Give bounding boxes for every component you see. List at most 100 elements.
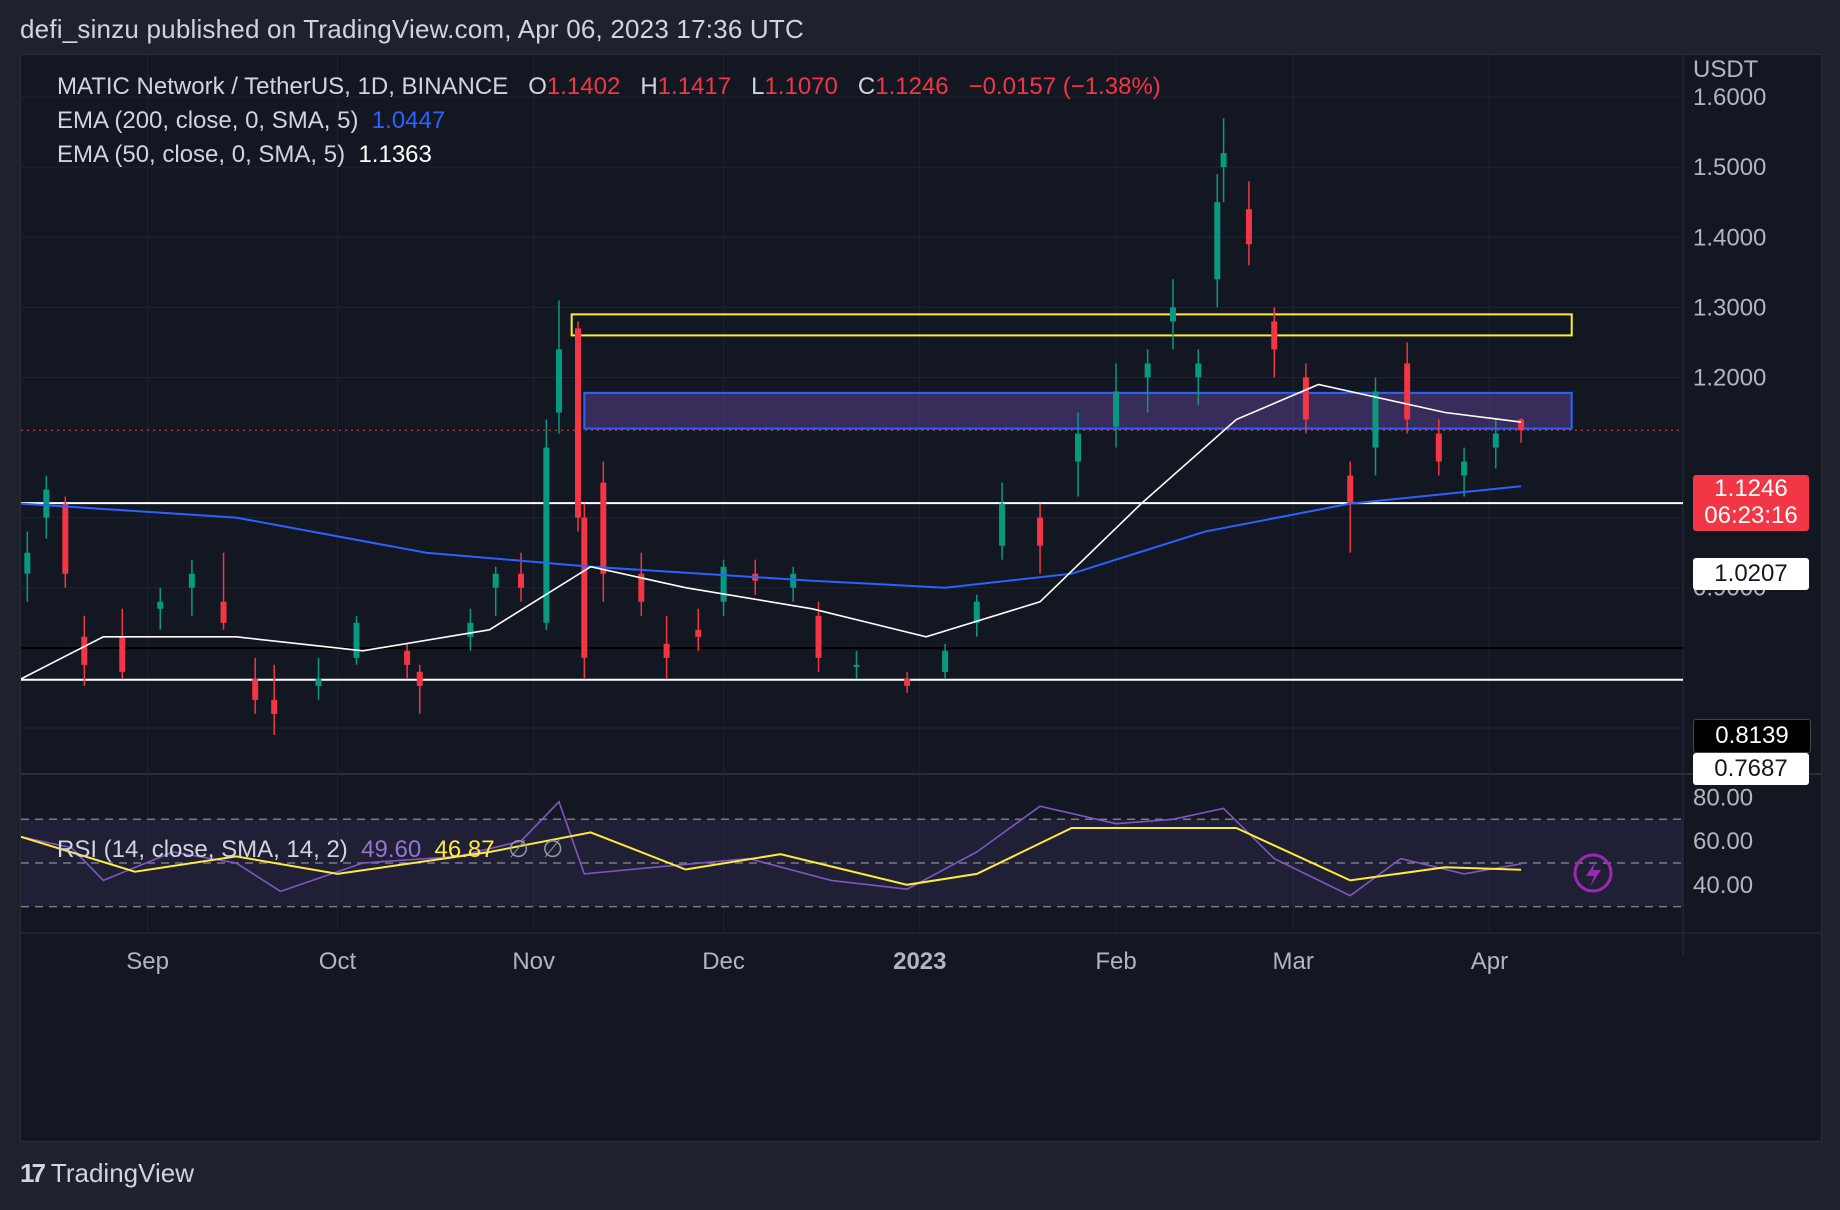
rsi-label: RSI (14, close, SMA, 14, 2) (57, 836, 348, 863)
lightning-bolt-icon (1586, 861, 1601, 887)
high-label: H (640, 73, 658, 100)
ema200-label: EMA (200, close, 0, SMA, 5) (57, 107, 359, 134)
candle-body (695, 629, 702, 637)
candle-body (720, 566, 727, 602)
time-tick-label: Mar (1273, 948, 1314, 975)
high-value: 1.1417 (657, 73, 732, 100)
candle-body (271, 699, 278, 714)
tradingview-mark-icon: 17 (20, 1158, 46, 1188)
candle-body (220, 601, 227, 623)
candle-body (24, 552, 31, 574)
candle-body (404, 650, 411, 665)
candle-body (1037, 517, 1044, 546)
candle-body (62, 503, 69, 574)
candle-body (1347, 475, 1354, 504)
candle-body (543, 447, 550, 623)
rsi-tick-label: 60.00 (1693, 828, 1753, 855)
candle-body (581, 517, 588, 658)
low-value: 1.1070 (764, 73, 838, 100)
candle-body (999, 503, 1006, 546)
candle-body (518, 573, 525, 588)
price-tick-label: 1.2000 (1693, 364, 1766, 391)
close-label: C (857, 73, 876, 100)
rsi-ma-line (21, 827, 1522, 886)
ema50-label: EMA (50, close, 0, SMA, 5) (57, 141, 346, 168)
tradingview-logo[interactable]: 17 TradingView (20, 1158, 194, 1189)
time-tick-label: Sep (126, 948, 169, 975)
candle-body (790, 573, 797, 588)
ema200-value: 1.0447 (371, 107, 446, 134)
countdown-value: 06:23:16 (1704, 502, 1798, 529)
candle-body (467, 622, 474, 637)
candle-body (556, 349, 563, 413)
time-tick-label: 2023 (893, 948, 946, 975)
level-label-1: 1.0207 (1693, 558, 1809, 590)
candle-body (1461, 461, 1468, 476)
candle-body (1169, 307, 1176, 322)
candle-body (315, 678, 322, 686)
candle-body (1075, 433, 1082, 462)
open-label: O (528, 73, 547, 100)
candle-body (416, 671, 423, 686)
candle-body (119, 636, 126, 672)
candle-body (973, 601, 980, 623)
candle-body (1404, 363, 1411, 420)
candle-body (1271, 321, 1278, 350)
candle-body (81, 636, 88, 665)
candle-body (815, 615, 822, 658)
ema200-line (21, 485, 1522, 589)
change-value: −0.0157 (−1.38%) (968, 73, 1161, 100)
level-label-3: 0.7687 (1693, 753, 1809, 785)
candle-body (904, 678, 911, 686)
price-tick-label: 1.4000 (1693, 224, 1766, 251)
candle-body (157, 601, 164, 609)
price-tick-label: 1.5000 (1693, 154, 1766, 181)
candle-body (1113, 391, 1120, 427)
price-chart[interactable]: 1.60001.50001.40001.30001.20001.00000.90… (21, 55, 1821, 1141)
candle-body (188, 573, 195, 588)
candle-body (43, 489, 50, 518)
candle-body (1302, 377, 1309, 420)
candle-body (1245, 209, 1252, 245)
rsi-tick-label: 80.00 (1693, 784, 1753, 811)
publisher-title: defi_sinzu published on TradingView.com,… (20, 14, 804, 44)
candle-body (492, 573, 499, 588)
close-value: 1.1246 (875, 73, 949, 100)
candle-body (1195, 363, 1202, 378)
chart-panel[interactable]: 1.60001.50001.40001.30001.20001.00000.90… (20, 54, 1822, 1142)
candle-body (1214, 202, 1221, 280)
rsi-value: 49.60 (361, 836, 422, 863)
rsi-legend[interactable]: RSI (14, close, SMA, 14, 2) 49.60 46.87 … (57, 835, 563, 864)
candle-body (353, 622, 360, 658)
low-label: L (751, 73, 765, 100)
candle-body (1435, 433, 1442, 462)
price-tick-label: 1.6000 (1693, 84, 1766, 111)
last-price-label: 1.1246 06:23:16 (1693, 475, 1809, 531)
last-price-value: 1.1246 (1714, 475, 1788, 502)
level-label-2: 0.8139 (1693, 719, 1811, 753)
candle-body (1144, 363, 1151, 378)
time-tick-label: Oct (319, 948, 357, 975)
time-tick-label: Feb (1095, 948, 1136, 975)
ema50-line (21, 383, 1522, 680)
candle-body (252, 678, 259, 700)
time-tick-label: Nov (512, 948, 555, 975)
ema50-legend[interactable]: EMA (50, close, 0, SMA, 5) 1.1363 (57, 141, 432, 169)
price-tick-label: 1.3000 (1693, 294, 1766, 321)
candle-body (663, 643, 670, 658)
candle-body (1372, 391, 1379, 448)
rsi-tick-label: 40.00 (1693, 872, 1753, 899)
candle-body (853, 664, 860, 667)
ema200-legend[interactable]: EMA (200, close, 0, SMA, 5) 1.0447 (57, 107, 445, 135)
symbol-name[interactable]: MATIC Network / TetherUS, 1D, BINANCE (57, 73, 509, 100)
ema50-value: 1.1363 (358, 141, 432, 168)
rsi-ma-value: 46.87 (434, 836, 495, 863)
candle-body (942, 650, 949, 672)
candle-body (574, 328, 581, 518)
brand-name: TradingView (50, 1158, 194, 1188)
time-tick-label: Apr (1471, 948, 1508, 975)
candle-body (1492, 433, 1499, 448)
candle-body (1220, 153, 1227, 168)
lightning-icon (1573, 853, 1613, 893)
open-value: 1.1402 (546, 73, 621, 100)
